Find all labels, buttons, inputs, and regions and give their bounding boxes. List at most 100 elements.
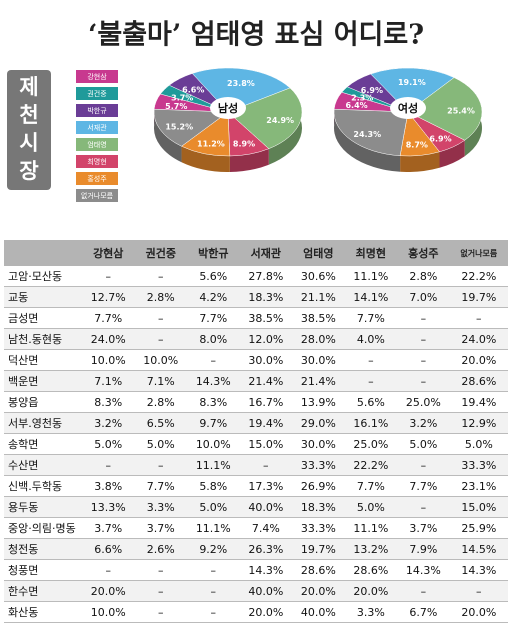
cell: 3.7%: [82, 517, 135, 539]
cell: 26.9%: [292, 475, 345, 497]
cell: 14.5%: [449, 538, 508, 560]
cell: 7.1%: [134, 370, 188, 392]
cell: –: [397, 370, 450, 392]
cell: 2.8%: [397, 266, 450, 287]
value-label: 19.1%: [398, 78, 426, 87]
table-row: 송학면 5.0% 5.0% 10.0% 15.0% 30.0% 25.0% 5.0% 5.0%: [4, 433, 508, 455]
pie-slice: [407, 77, 483, 141]
cell: 11.1%: [344, 266, 398, 287]
table-row: 중앙·의림·명동 3.7% 3.7% 11.1% 7.4% 33.3% 11.1% 3.7% 2…: [4, 517, 508, 539]
pie-slice: [191, 67, 291, 113]
cell: 19.7%: [292, 538, 345, 560]
cell: 24.0%: [82, 328, 135, 350]
value-label: 6.4%: [345, 101, 367, 110]
cell: 13.2%: [344, 538, 398, 560]
table-row: 화산동 10.0% – –20.0% 40.0% 3.3% 6.7% 20.0%: [4, 601, 508, 623]
cell: –: [239, 454, 293, 476]
cell: 2.6%: [134, 538, 188, 560]
legend-swatch: [76, 155, 118, 168]
column-header: 강현삼: [82, 240, 135, 266]
cell: –: [344, 349, 398, 371]
value-label: 23.8%: [227, 79, 255, 88]
table-row: 한수면 20.0% – –40.0% 20.0% 20.0% – –: [4, 580, 508, 602]
cell: 7.0%: [397, 286, 450, 308]
row-label: 고암·모산동: [4, 266, 82, 287]
table-row: 청풍면 – – –14.3% 28.6% 28.6% 14.3% 14.3%: [4, 559, 508, 581]
column-header: 최명현: [344, 240, 398, 266]
row-label: 청풍면: [4, 559, 82, 581]
cell: 2.8%: [134, 286, 188, 308]
pie-slice: [370, 67, 455, 113]
cell: –: [134, 580, 188, 602]
table-row: 용두동 13.3% 3.3% 5.0% 40.0% 18.3% 5.0% –15.0%: [4, 496, 508, 518]
legend-swatch: [76, 189, 118, 202]
title: ‘불출마’ 엄태영 표심 어디로?: [88, 20, 424, 51]
side-box: [7, 70, 51, 190]
cell: 4.0%: [344, 328, 398, 350]
cell: 13.3%: [82, 496, 135, 518]
column-header: 서재관: [239, 240, 293, 266]
cell: 24.0%: [449, 328, 508, 350]
cell: 33.3%: [292, 517, 345, 539]
cell: –: [397, 496, 450, 518]
cell: 14.1%: [344, 286, 398, 308]
corner: [4, 240, 82, 266]
cell: –: [82, 266, 135, 287]
side-label-char: 제: [19, 75, 38, 99]
cell: 25.0%: [344, 433, 398, 455]
pie-slice: [153, 108, 229, 147]
legend-label: 홍성주: [87, 174, 107, 183]
cell: 20.0%: [449, 349, 508, 371]
cell: 5.0%: [449, 433, 508, 455]
cell: –: [449, 307, 508, 329]
row-label: 송학면: [4, 433, 82, 455]
cell: 20.0%: [82, 580, 135, 602]
cell: 5.8%: [187, 475, 240, 497]
cell: 12.9%: [449, 412, 508, 434]
center-badge: [210, 97, 246, 119]
cell: 20.0%: [292, 580, 345, 602]
cell: 23.1%: [449, 475, 508, 497]
cell: 5.0%: [82, 433, 135, 455]
cell: 3.2%: [82, 412, 135, 434]
legend-label: 엄태영: [87, 140, 106, 149]
legend-swatch: [76, 70, 118, 83]
cell: –: [397, 580, 450, 602]
cell: –: [82, 454, 135, 476]
row-label: 한수면: [4, 580, 82, 602]
cell: 14.3%: [239, 559, 293, 581]
results-table: 강현삼 권건중 박한규 서재관 엄태영 최명현 홍성주 없거나모름 고암·모산동 – –5.6% 2…: [4, 240, 508, 623]
cell: 40.0%: [292, 601, 345, 623]
cell: 29.0%: [292, 412, 345, 434]
legend-swatch: [76, 138, 118, 151]
cell: 26.3%: [239, 538, 293, 560]
value-label: 25.4%: [447, 106, 475, 115]
cell: 18.3%: [239, 286, 293, 308]
cell: 28.6%: [344, 559, 398, 581]
table-row: 금성면 7.7% –7.7% 38.5% 38.5% 7.7% – –: [4, 307, 508, 329]
cell: 30.0%: [239, 349, 293, 371]
table-row: 덕산면 10.0% 10.0% –30.0% 30.0% – –20.0%: [4, 349, 508, 371]
value-label: 6.9%: [361, 86, 383, 95]
table-row: 고암·모산동 – –5.6% 27.8% 30.6% 11.1% 2.8% 22.2%: [4, 266, 508, 287]
legend-swatch: [76, 172, 118, 185]
cell: 30.0%: [292, 349, 345, 371]
cell: 33.3%: [449, 454, 508, 476]
cell: 15.0%: [449, 496, 508, 518]
cell: 9.2%: [187, 538, 240, 560]
center-label: 남성: [218, 101, 238, 115]
value-label: 8.9%: [233, 140, 255, 149]
pie-side: [400, 151, 440, 172]
pie-slice: [227, 87, 303, 149]
value-label: 24.3%: [353, 130, 381, 139]
header-row: 강현삼 권건중 박한규 서재관 엄태영 최명현 홍성주 없거나모름: [4, 240, 508, 266]
row-label: 화산동: [4, 601, 82, 623]
cell: 15.0%: [239, 433, 293, 455]
value-label: 15.2%: [165, 122, 193, 131]
cell: 19.7%: [449, 286, 508, 308]
cell: 22.2%: [344, 454, 398, 476]
table-row: 교동 12.7% 2.8% 4.2% 18.3% 21.1% 14.1% 7.0% 19.7%: [4, 286, 508, 308]
column-header: 박한규: [187, 240, 240, 266]
value-label: 2.3%: [351, 93, 373, 102]
